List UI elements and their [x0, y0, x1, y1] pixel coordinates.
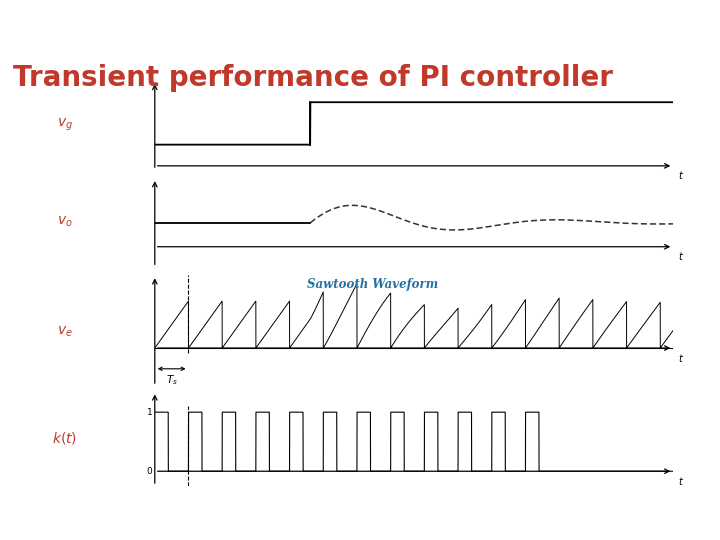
Text: Dept. of EEE, GEC, Thrissur: Dept. of EEE, GEC, Thrissur: [279, 11, 441, 24]
Text: $k(t)$: $k(t)$: [53, 430, 77, 447]
Text: $t$: $t$: [678, 475, 685, 487]
Text: $v_o$: $v_o$: [57, 214, 73, 228]
Text: $T_s$: $T_s$: [166, 373, 178, 387]
Text: $t$: $t$: [678, 170, 685, 181]
Text: $v_g$: $v_g$: [57, 117, 73, 133]
Text: 0: 0: [146, 467, 152, 476]
Text: Transient performance of PI controller: Transient performance of PI controller: [13, 64, 613, 92]
Text: Sawtooth Waveform: Sawtooth Waveform: [307, 278, 438, 291]
Text: 17: 17: [644, 9, 667, 26]
Text: $v_e$: $v_e$: [57, 325, 73, 339]
Text: 1: 1: [146, 408, 152, 417]
Text: $t$: $t$: [678, 353, 685, 364]
Text: $t$: $t$: [678, 251, 685, 262]
